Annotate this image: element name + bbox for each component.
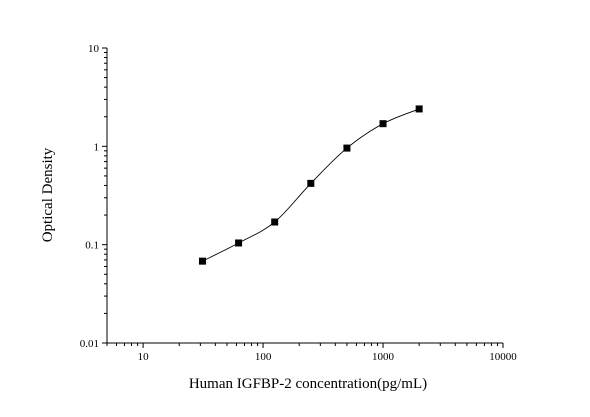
- data-point: [379, 120, 387, 128]
- data-point: [343, 144, 351, 152]
- data-point: [198, 257, 206, 265]
- data-point: [307, 179, 315, 187]
- x-tick-label: 10000: [489, 351, 517, 363]
- x-tick-label: 10: [138, 351, 150, 363]
- x-tick-label: 1000: [372, 351, 395, 363]
- x-axis-label: Human IGFBP-2 concentration(pg/mL): [189, 376, 427, 392]
- y-tick-label: 1: [94, 141, 100, 153]
- y-axis-ticks: 0.01 0.1 1 10: [80, 43, 107, 350]
- x-axis-ticks: 10 100 1000 10000: [106, 343, 517, 363]
- data-point: [235, 239, 243, 247]
- y-tick-label: 0.01: [80, 338, 99, 350]
- data-points: [198, 105, 423, 265]
- x-tick-label: 100: [255, 351, 272, 363]
- data-point: [271, 218, 279, 226]
- y-tick-label: 0.1: [85, 240, 99, 252]
- axes: [106, 48, 503, 344]
- y-axis-label: Optical Density: [40, 147, 56, 242]
- data-point: [415, 105, 423, 113]
- y-tick-label: 10: [88, 43, 100, 55]
